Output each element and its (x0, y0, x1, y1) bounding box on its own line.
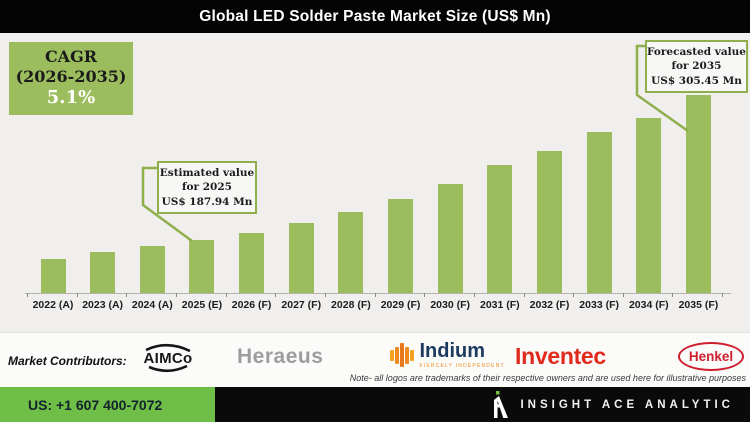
bar-2025 (189, 240, 215, 293)
indium-wordmark: Indium (419, 340, 486, 362)
x-axis-ticks (25, 293, 731, 298)
axis-tick (76, 293, 78, 297)
x-axis-line (25, 293, 731, 294)
bar-2026 (239, 233, 265, 293)
bar-2030 (437, 184, 463, 293)
axis-tick (424, 293, 426, 297)
axis-tick (722, 293, 724, 297)
x-axis-label-2023: 2023 (A) (82, 299, 124, 311)
axis-tick (324, 293, 326, 297)
axis-tick (523, 293, 525, 297)
axis-tick (622, 293, 624, 297)
x-axis-label-2022: 2022 (A) (32, 299, 74, 311)
bar-2027 (288, 223, 314, 293)
x-axis-label-2025: 2025 (E) (181, 299, 223, 311)
estimated-callout-value: US$ 187.94 Mn (161, 195, 253, 208)
brand-name: INSIGHT ACE ANALYTIC (520, 398, 734, 411)
estimated-callout-line1: Estimated value (159, 167, 255, 180)
axis-tick (473, 293, 475, 297)
x-axis-label-2034: 2034 (F) (628, 299, 669, 311)
bar-2024 (139, 246, 165, 293)
phone-number: US: +1 607 400-7072 (0, 387, 215, 422)
aimco-wordmark: AIMCo (143, 350, 193, 367)
aimco-logo: AIMCo (137, 342, 199, 376)
indium-tagline: FIERCELY INDEPENDENT (419, 363, 505, 369)
cagr-value: 5.1% (46, 87, 96, 109)
title-bar: Global LED Solder Paste Market Size (US$… (0, 0, 750, 33)
forecasted-value-callout: Forecasted value for 2035 US$ 305.45 Mn (645, 40, 748, 93)
footer-bar: US: +1 607 400-7072 INSIGHT ACE ANALYTIC (0, 387, 750, 422)
bar-2029 (388, 199, 414, 293)
axis-tick (573, 293, 575, 297)
axis-tick (126, 293, 128, 297)
trademark-note: Note- all logos are trademarks of their … (349, 373, 746, 383)
forecasted-callout-line1: Forecasted value (647, 46, 746, 59)
bar-2035 (685, 95, 711, 293)
axis-tick (225, 293, 227, 297)
axis-tick (27, 293, 28, 297)
axis-tick (175, 293, 177, 297)
axis-tick (275, 293, 277, 297)
bar-2033 (586, 132, 612, 293)
henkel-wordmark: Henkel (688, 349, 734, 364)
cagr-period: (2026-2035) (15, 67, 127, 87)
chart-area: CAGR (2026-2035) 5.1% 2022 (A) 2023 (A) 20… (0, 33, 750, 332)
x-axis-label-2031: 2031 (F) (480, 299, 520, 311)
bar-2028 (338, 212, 364, 293)
forecasted-callout-line2: for 2035 (671, 60, 722, 73)
contributors-strip: Market Contributors: AIMCo Heraeus Indiu… (0, 332, 750, 387)
x-axis-label-2028: 2028 (F) (331, 299, 371, 311)
aimco-orbit-arcs-icon (145, 343, 191, 373)
x-axis-label-2032: 2032 (F) (529, 299, 570, 311)
cagr-label: CAGR (44, 47, 98, 67)
page-title: Global LED Solder Paste Market Size (US$… (199, 7, 551, 25)
x-axis-label-2029: 2029 (F) (380, 299, 421, 311)
bar-2031 (487, 165, 513, 293)
insight-ace-logo-icon (492, 391, 509, 418)
axis-tick (374, 293, 376, 297)
heraeus-logo: Heraeus (237, 345, 324, 368)
brand-block: INSIGHT ACE ANALYTIC (492, 387, 734, 422)
contributors-label: Market Contributors: (8, 354, 127, 368)
indium-logo: Indium FIERCELY INDEPENDENT (390, 341, 505, 369)
bar-2034 (636, 118, 662, 293)
forecasted-callout-value: US$ 305.45 Mn (651, 74, 742, 87)
x-axis-label-2030: 2030 (F) (430, 299, 471, 311)
bar-series (25, 33, 731, 293)
x-axis-label-2024: 2024 (A) (131, 299, 173, 311)
x-axis-label-2033: 2033 (F) (579, 299, 619, 311)
axis-tick (672, 293, 674, 297)
x-axis-label-2027: 2027 (F) (281, 299, 322, 311)
bar-2022 (40, 259, 66, 293)
estimated-callout-line2: for 2025 (182, 181, 232, 194)
inventec-logo: Inventec (515, 343, 606, 369)
cagr-badge: CAGR (2026-2035) 5.1% (9, 42, 133, 115)
henkel-logo: Henkel (678, 342, 744, 371)
estimated-value-callout: Estimated value for 2025 US$ 187.94 Mn (157, 161, 257, 214)
indium-bars-icon (390, 342, 414, 368)
bar-2023 (90, 252, 116, 293)
x-axis-label-2035: 2035 (F) (678, 299, 719, 311)
bar-2032 (537, 151, 562, 293)
x-axis-label-2026: 2026 (F) (231, 299, 272, 311)
x-axis-labels: 2022 (A) 2023 (A) 2024 (A) 2025 (E) 2026 (F)… (0, 299, 750, 315)
